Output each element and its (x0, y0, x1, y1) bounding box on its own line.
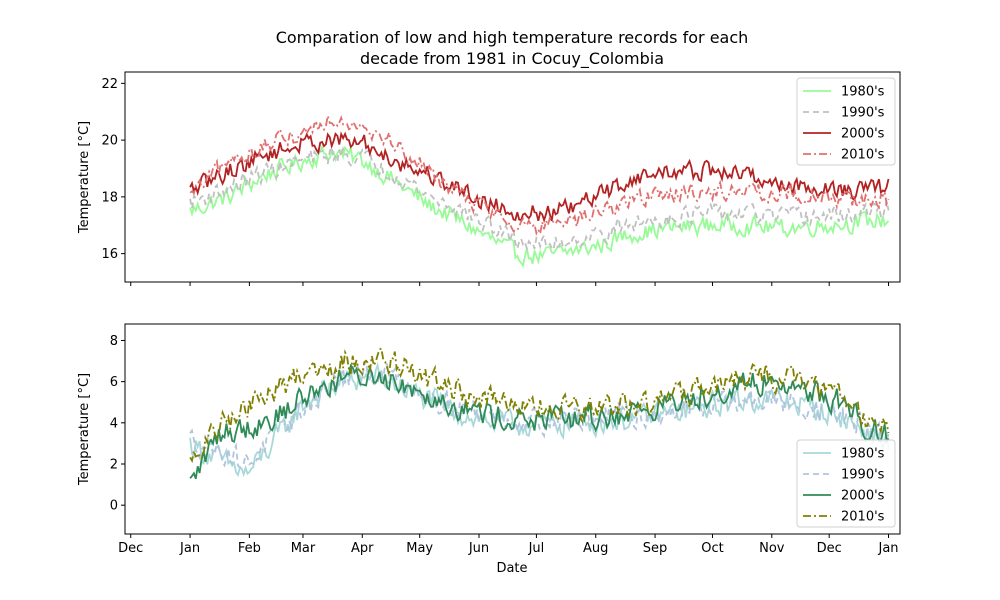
high-temperature-panel: 16 18 20 22 Temperature [°C] 1980's 1990's 2000… (77, 71, 901, 286)
y-tick-label: 4 (110, 416, 118, 431)
legend-box (796, 77, 896, 166)
legend: 1980's 1990's 2000's 2010's (796, 439, 896, 528)
axes-frame (124, 323, 901, 535)
legend-label: 1980's (841, 85, 885, 100)
y-axis-label: Temperature [°C] (77, 121, 92, 234)
x-tick-label: Nov (759, 541, 785, 556)
y-tick-label: 18 (101, 190, 118, 205)
chart-title-line1: Comparation of low and high temperature … (276, 28, 749, 47)
y-axis-label: Temperature [°C] (77, 373, 92, 486)
legend-label: 1980's (841, 447, 885, 462)
y-tick-label: 16 (101, 247, 118, 262)
low-temperature-panel: 0 2 4 6 8 Dec Jan Feb Mar Apr May Jun Jul Aug Sep Oct No… (77, 323, 901, 556)
legend-box (796, 439, 896, 528)
legend-label: 2010's (841, 148, 885, 163)
y-tick-label: 22 (101, 77, 118, 92)
x-tick-label: Jul (528, 541, 545, 556)
legend-label: 2000's (841, 127, 885, 142)
x-tick-label: Dec (118, 541, 143, 556)
legend-label: 1990's (841, 106, 885, 121)
x-tick-label: Jun (468, 541, 489, 556)
legend-label: 2000's (841, 489, 885, 504)
series-line-2000s (189, 131, 890, 224)
series-line-1980s (189, 144, 890, 268)
x-axis-label: Date (496, 561, 527, 576)
x-tick-label: Feb (238, 541, 261, 556)
legend: 1980's 1990's 2000's 2010's (796, 77, 896, 166)
chart-title-line2: decade from 1981 in Cocuy_Colombia (360, 49, 664, 69)
y-tick-label: 8 (110, 334, 118, 349)
x-tick-label: Jan (179, 541, 200, 556)
series-line-2010s (189, 347, 890, 464)
y-tick-label: 20 (101, 134, 118, 149)
x-tick-label: Mar (291, 541, 316, 556)
x-tick-label: May (406, 541, 433, 556)
series-line-1990s (189, 144, 890, 252)
series-line-2010s (189, 114, 890, 237)
y-tick-label: 0 (110, 499, 118, 514)
x-tick-label: Aug (583, 541, 608, 556)
legend-label: 1990's (841, 468, 885, 483)
y-tick-label: 2 (110, 458, 118, 473)
x-tick-label: Oct (701, 541, 723, 556)
x-tick-label: Dec (817, 541, 842, 556)
legend-label: 2010's (841, 510, 885, 525)
x-tick-label: Apr (351, 541, 374, 556)
y-tick-label: 6 (110, 375, 118, 390)
axes-frame (124, 71, 901, 283)
x-tick-label: Sep (643, 541, 668, 556)
x-tick-label: Jan (877, 541, 898, 556)
